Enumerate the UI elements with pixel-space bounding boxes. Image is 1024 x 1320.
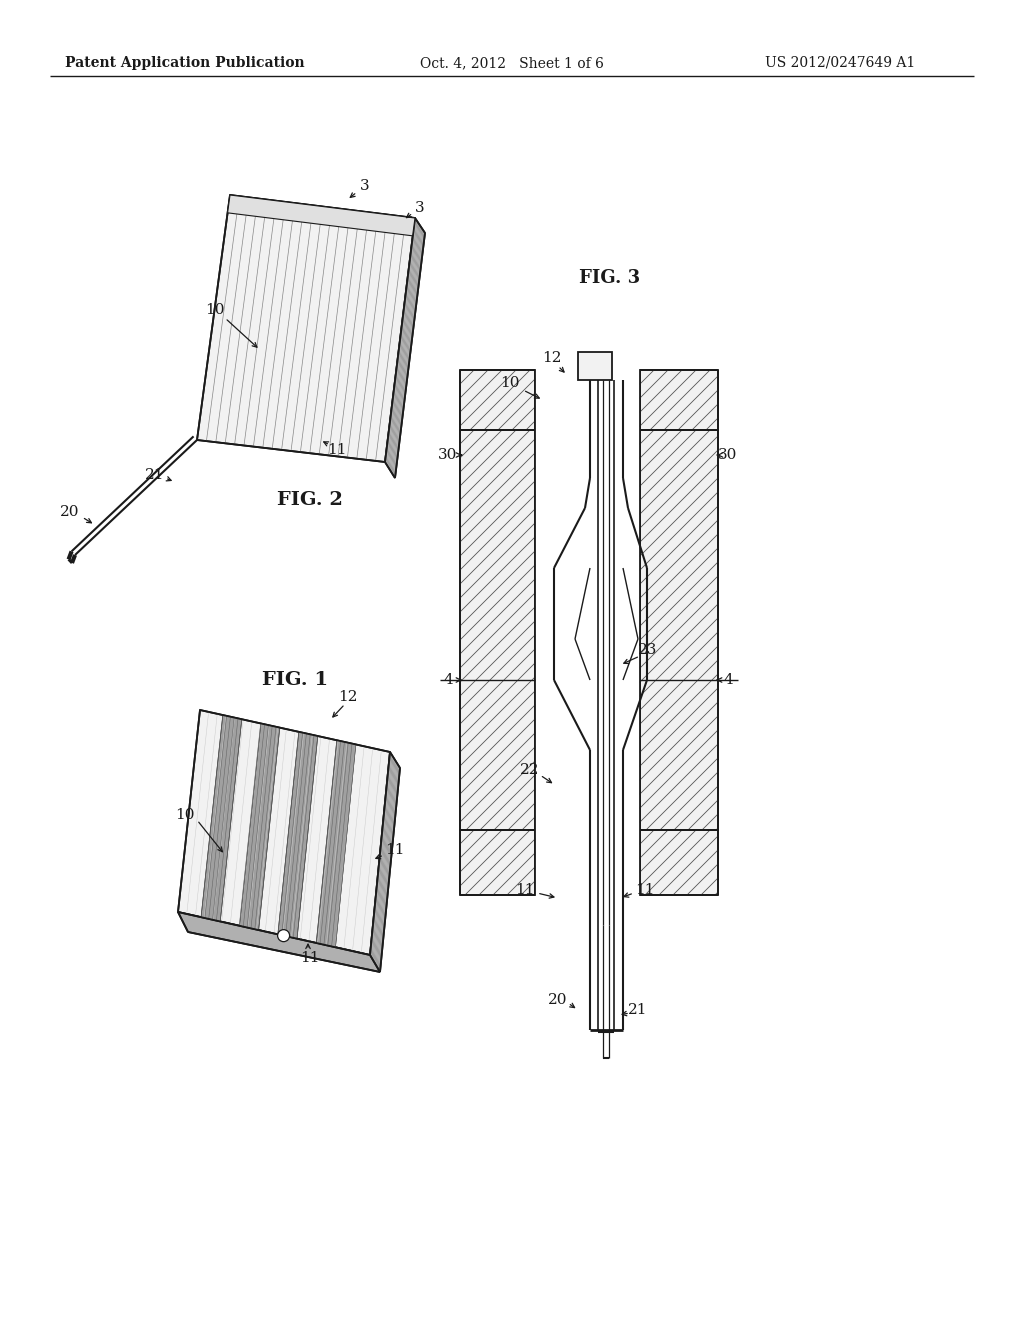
Text: 10: 10 xyxy=(501,376,520,389)
Polygon shape xyxy=(535,830,640,895)
Text: 11: 11 xyxy=(635,883,654,898)
Polygon shape xyxy=(178,710,390,954)
Text: US 2012/0247649 A1: US 2012/0247649 A1 xyxy=(765,55,915,70)
Text: 12: 12 xyxy=(543,351,562,366)
Polygon shape xyxy=(535,370,640,830)
Text: 10: 10 xyxy=(205,304,224,317)
Text: 21: 21 xyxy=(629,1003,648,1016)
Text: 3: 3 xyxy=(360,180,370,193)
Text: 11: 11 xyxy=(515,883,535,898)
Text: Patent Application Publication: Patent Application Publication xyxy=(66,55,305,70)
Text: FIG. 1: FIG. 1 xyxy=(262,671,328,689)
Polygon shape xyxy=(227,195,415,236)
Polygon shape xyxy=(201,715,242,921)
Polygon shape xyxy=(178,912,380,972)
Polygon shape xyxy=(197,195,415,462)
Polygon shape xyxy=(640,370,718,430)
Text: 11: 11 xyxy=(328,444,347,457)
Text: 11: 11 xyxy=(300,950,319,965)
Polygon shape xyxy=(460,370,535,430)
Polygon shape xyxy=(640,430,718,830)
Polygon shape xyxy=(370,752,400,972)
Text: FIG. 3: FIG. 3 xyxy=(580,269,641,286)
Polygon shape xyxy=(640,830,718,895)
Polygon shape xyxy=(460,830,535,895)
Polygon shape xyxy=(278,731,317,939)
Text: 10: 10 xyxy=(175,808,195,822)
Text: FIG. 2: FIG. 2 xyxy=(278,491,343,510)
Text: 30: 30 xyxy=(718,447,737,462)
Text: 11: 11 xyxy=(385,843,404,857)
Text: 23: 23 xyxy=(638,643,657,657)
Text: 12: 12 xyxy=(338,690,357,704)
Text: 22: 22 xyxy=(520,763,540,777)
Circle shape xyxy=(278,929,290,941)
Polygon shape xyxy=(240,723,280,931)
Text: 4: 4 xyxy=(723,673,733,686)
Text: 3: 3 xyxy=(415,201,425,215)
Text: 4: 4 xyxy=(443,673,453,686)
Text: 20: 20 xyxy=(548,993,567,1007)
Polygon shape xyxy=(460,430,535,830)
Polygon shape xyxy=(385,218,425,478)
Text: 21: 21 xyxy=(145,469,165,482)
Text: Oct. 4, 2012   Sheet 1 of 6: Oct. 4, 2012 Sheet 1 of 6 xyxy=(420,55,604,70)
Text: 20: 20 xyxy=(60,506,80,519)
Polygon shape xyxy=(316,741,355,948)
Text: 30: 30 xyxy=(438,447,458,462)
Polygon shape xyxy=(578,352,612,380)
